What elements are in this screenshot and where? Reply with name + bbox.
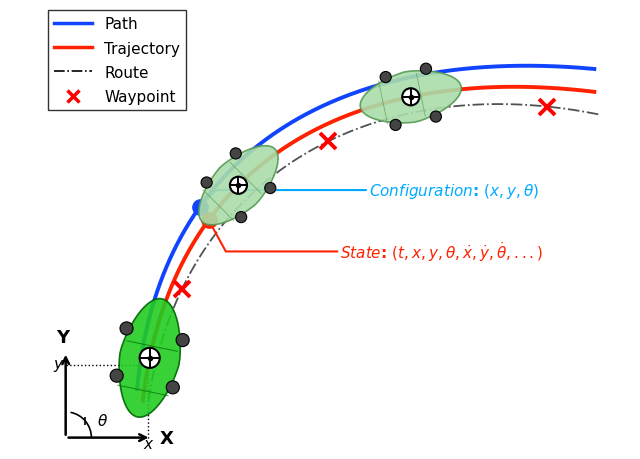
Text: $\it{State}$: $(t, x, y, \theta, \dot{x}, \dot{y}, \dot{\theta}, ...)$: $\it{State}$: $(t, x, y, \theta, \dot{x}… — [340, 240, 543, 264]
Circle shape — [140, 348, 160, 368]
Circle shape — [110, 369, 124, 382]
Circle shape — [230, 149, 241, 160]
Text: Y: Y — [56, 328, 69, 346]
Circle shape — [176, 334, 189, 347]
Text: $x$: $x$ — [143, 436, 154, 451]
Circle shape — [201, 178, 212, 189]
Circle shape — [236, 212, 247, 223]
Polygon shape — [199, 146, 278, 225]
Circle shape — [166, 381, 179, 394]
Circle shape — [390, 120, 401, 131]
Polygon shape — [360, 72, 461, 123]
Text: $y$: $y$ — [53, 357, 65, 373]
Text: X: X — [160, 429, 174, 447]
Circle shape — [402, 89, 419, 106]
Circle shape — [380, 73, 391, 84]
Circle shape — [430, 112, 442, 123]
Text: $\theta$: $\theta$ — [97, 412, 108, 428]
Polygon shape — [119, 299, 180, 417]
Circle shape — [420, 64, 431, 75]
Circle shape — [230, 177, 247, 195]
Circle shape — [265, 183, 276, 194]
Text: $\it{Configuration}$: $(x, y, \theta)$: $\it{Configuration}$: $(x, y, \theta)$ — [369, 181, 539, 200]
Circle shape — [120, 322, 133, 335]
Legend: Path, Trajectory, Route, Waypoint: Path, Trajectory, Route, Waypoint — [47, 11, 186, 111]
